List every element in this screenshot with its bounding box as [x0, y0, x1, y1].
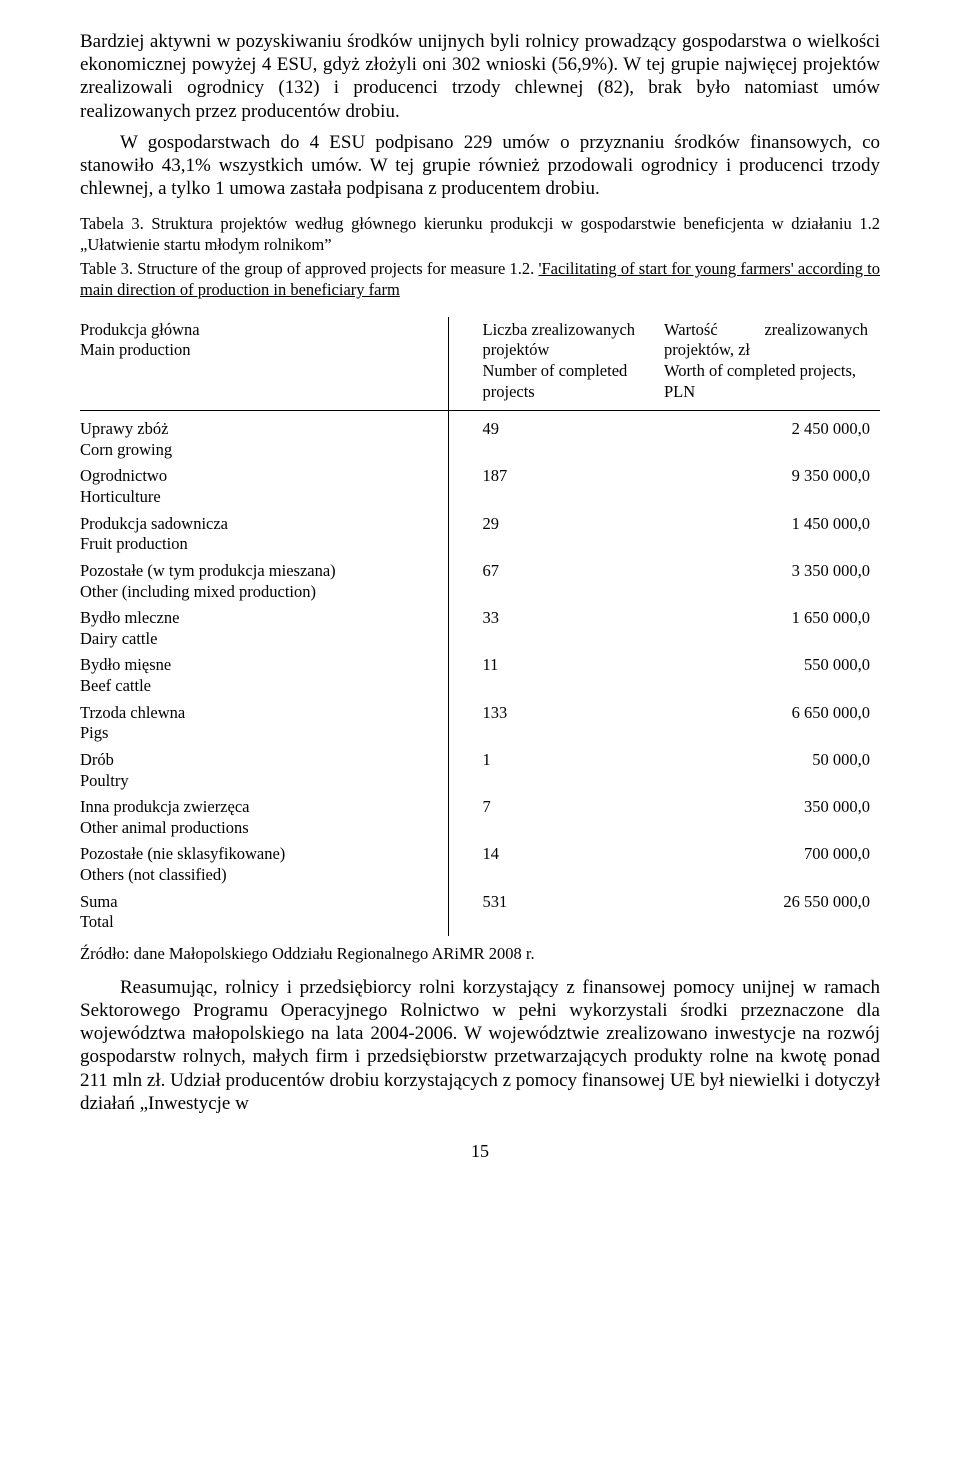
row-label-en: Horticulture	[80, 487, 436, 508]
row-count: 14	[448, 841, 664, 888]
row-label-en: Other animal productions	[80, 818, 436, 839]
col-header-value-pl-a: Wartość	[664, 320, 718, 339]
row-value: 550 000,0	[664, 652, 880, 699]
row-value: 3 350 000,0	[664, 558, 880, 605]
row-label: Bydło mleczneDairy cattle	[80, 605, 448, 652]
row-label: Bydło mięsneBeef cattle	[80, 652, 448, 699]
row-value: 2 450 000,0	[664, 411, 880, 464]
row-count: 1	[448, 747, 664, 794]
row-label-pl: Drób	[80, 750, 436, 771]
table-row: Bydło mleczneDairy cattle331 650 000,0	[80, 605, 880, 652]
row-count: 7	[448, 794, 664, 841]
col-header-main-pl: Produkcja główna	[80, 320, 436, 341]
row-label-en: Pigs	[80, 723, 436, 744]
table-caption-en: Table 3. Structure of the group of appro…	[80, 259, 880, 300]
row-count: 531	[448, 889, 664, 936]
row-label-en: Corn growing	[80, 440, 436, 461]
table-header-row: Produkcja główna Main production Liczba …	[80, 317, 880, 411]
table-row: Pozostałe (w tym produkcja mieszana)Othe…	[80, 558, 880, 605]
row-label-pl: Bydło mleczne	[80, 608, 436, 629]
table-body: Uprawy zbóżCorn growing492 450 000,0Ogro…	[80, 411, 880, 936]
row-count: 29	[448, 511, 664, 558]
paragraph-3: Reasumując, rolnicy i przedsiębiorcy rol…	[80, 976, 880, 1115]
row-label: Uprawy zbóżCorn growing	[80, 411, 448, 464]
row-label-en: Poultry	[80, 771, 436, 792]
col-header-main-en: Main production	[80, 340, 436, 361]
col-header-value-en: Worth of completed projects, PLN	[664, 361, 868, 402]
row-label-pl: Pozostałe (w tym produkcja mieszana)	[80, 561, 436, 582]
table-row: Bydło mięsneBeef cattle11550 000,0	[80, 652, 880, 699]
row-count: 67	[448, 558, 664, 605]
row-label-en: Other (including mixed production)	[80, 582, 436, 603]
row-label-pl: Ogrodnictwo	[80, 466, 436, 487]
col-header-value-pl-c: projektów, zł	[664, 340, 868, 361]
row-label-en: Total	[80, 912, 436, 933]
row-label-en: Others (not classified)	[80, 865, 436, 886]
row-value: 700 000,0	[664, 841, 880, 888]
col-header-value-pl-b: zrealizowanych	[764, 320, 868, 341]
table-row: Uprawy zbóżCorn growing492 450 000,0	[80, 411, 880, 464]
row-value: 1 650 000,0	[664, 605, 880, 652]
row-label-pl: Suma	[80, 892, 436, 913]
table-row: OgrodnictwoHorticulture1879 350 000,0	[80, 463, 880, 510]
row-count: 33	[448, 605, 664, 652]
row-label-pl: Trzoda chlewna	[80, 703, 436, 724]
row-label: Inna produkcja zwierzęcaOther animal pro…	[80, 794, 448, 841]
table-row: Produkcja sadowniczaFruit production291 …	[80, 511, 880, 558]
row-label: Pozostałe (nie sklasyfikowane)Others (no…	[80, 841, 448, 888]
row-label-pl: Produkcja sadownicza	[80, 514, 436, 535]
row-value: 350 000,0	[664, 794, 880, 841]
row-label: Pozostałe (w tym produkcja mieszana)Othe…	[80, 558, 448, 605]
row-label-en: Beef cattle	[80, 676, 436, 697]
row-label-pl: Pozostałe (nie sklasyfikowane)	[80, 844, 436, 865]
col-header-main: Produkcja główna Main production	[80, 317, 448, 411]
table-caption-pl: Tabela 3. Struktura projektów według głó…	[80, 214, 880, 255]
paragraph-1: Bardziej aktywni w pozyskiwaniu środków …	[80, 30, 880, 123]
row-label: Trzoda chlewnaPigs	[80, 700, 448, 747]
document-page: Bardziej aktywni w pozyskiwaniu środków …	[0, 0, 960, 1460]
row-count: 187	[448, 463, 664, 510]
table-row: DróbPoultry150 000,0	[80, 747, 880, 794]
col-header-count: Liczba zrealizowanych projektów Number o…	[448, 317, 664, 411]
projects-table: Produkcja główna Main production Liczba …	[80, 317, 880, 936]
col-header-count-en: Number of completed projects	[483, 361, 653, 402]
row-value: 6 650 000,0	[664, 700, 880, 747]
table-source: Źródło: dane Małopolskiego Oddziału Regi…	[80, 944, 880, 964]
row-count: 133	[448, 700, 664, 747]
col-header-value: Wartość zrealizowanych projektów, zł Wor…	[664, 317, 880, 411]
row-label-en: Fruit production	[80, 534, 436, 555]
row-value: 26 550 000,0	[664, 889, 880, 936]
col-header-count-pl: Liczba zrealizowanych projektów	[483, 320, 653, 361]
row-count: 49	[448, 411, 664, 464]
row-value: 50 000,0	[664, 747, 880, 794]
row-label: SumaTotal	[80, 889, 448, 936]
row-label-pl: Bydło mięsne	[80, 655, 436, 676]
table-row: Pozostałe (nie sklasyfikowane)Others (no…	[80, 841, 880, 888]
table-row: SumaTotal53126 550 000,0	[80, 889, 880, 936]
table-caption-en-prefix: Table 3. Structure of the group of appro…	[80, 259, 539, 278]
row-label-pl: Inna produkcja zwierzęca	[80, 797, 436, 818]
table-row: Trzoda chlewnaPigs1336 650 000,0	[80, 700, 880, 747]
page-number: 15	[80, 1141, 880, 1162]
row-value: 9 350 000,0	[664, 463, 880, 510]
row-label-en: Dairy cattle	[80, 629, 436, 650]
row-label: DróbPoultry	[80, 747, 448, 794]
table-row: Inna produkcja zwierzęcaOther animal pro…	[80, 794, 880, 841]
row-label: OgrodnictwoHorticulture	[80, 463, 448, 510]
row-label-pl: Uprawy zbóż	[80, 419, 436, 440]
row-count: 11	[448, 652, 664, 699]
paragraph-2: W gospodarstwach do 4 ESU podpisano 229 …	[80, 131, 880, 201]
row-value: 1 450 000,0	[664, 511, 880, 558]
row-label: Produkcja sadowniczaFruit production	[80, 511, 448, 558]
